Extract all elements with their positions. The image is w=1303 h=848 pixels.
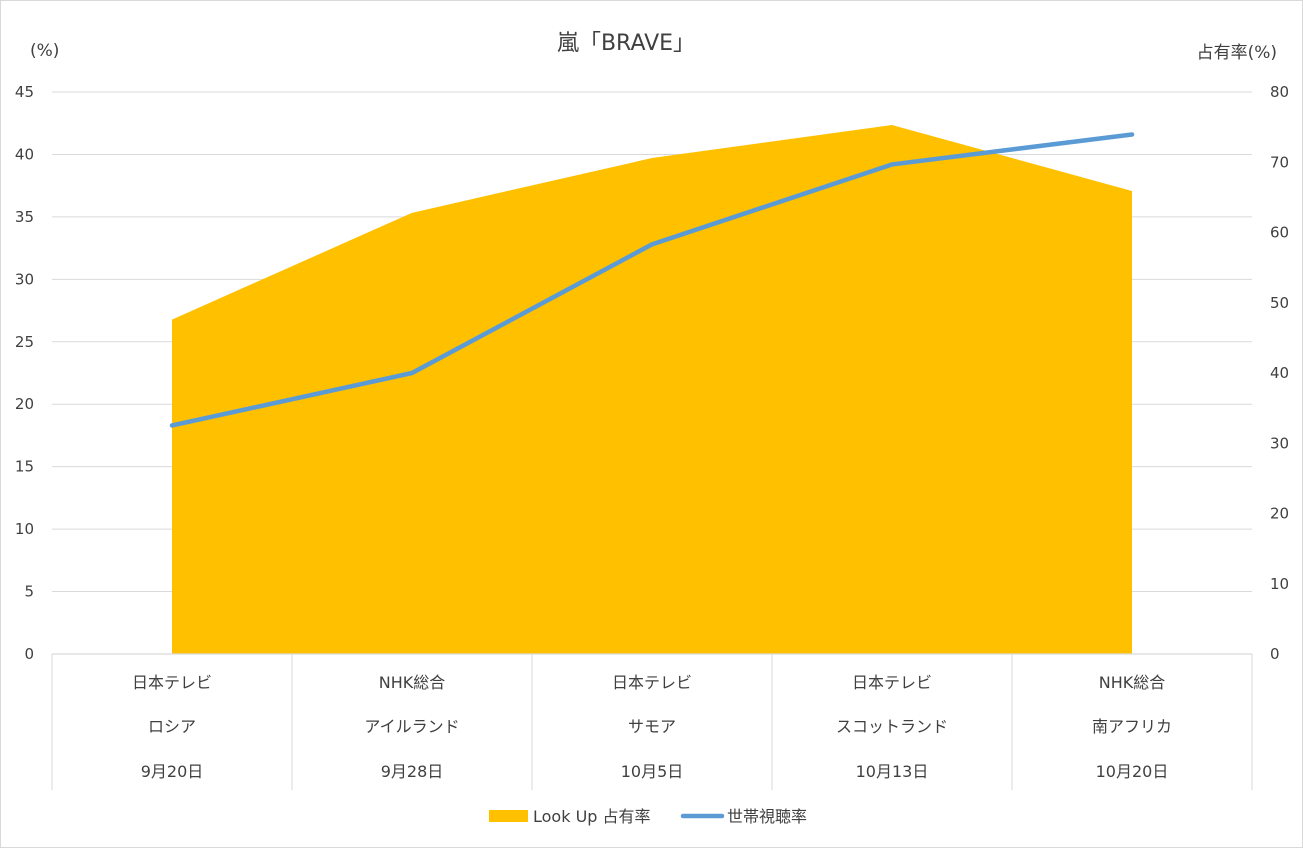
- left-tick-label: 0: [24, 645, 34, 663]
- left-axis-ticks: 0 5 10 15 20 25 30 35 40 45: [15, 83, 34, 663]
- category-label-date: 9月20日: [141, 762, 204, 781]
- right-tick-label: 30: [1270, 434, 1289, 452]
- category-label-opponent: スコットランド: [836, 717, 948, 736]
- left-tick-label: 35: [15, 208, 34, 226]
- right-tick-label: 10: [1270, 575, 1289, 593]
- legend-swatch-area: [489, 810, 528, 822]
- legend-label-line: 世帯視聴率: [727, 807, 807, 826]
- left-tick-label: 15: [15, 458, 34, 476]
- category-label-network: 日本テレビ: [132, 673, 212, 692]
- left-tick-label: 30: [15, 270, 34, 288]
- chart-title: 嵐「BRAVE」: [557, 31, 695, 56]
- legend-label-area: Look Up 占有率: [533, 807, 651, 826]
- left-tick-label: 5: [24, 583, 34, 601]
- legend: Look Up 占有率 世帯視聴率: [489, 807, 807, 826]
- category-label-date: 9月28日: [381, 762, 444, 781]
- left-tick-label: 20: [15, 395, 34, 413]
- left-tick-label: 45: [15, 83, 34, 101]
- category-label-opponent: ロシア: [148, 717, 196, 736]
- category-label-opponent: 南アフリカ: [1092, 717, 1172, 736]
- category-label-date: 10月5日: [621, 762, 684, 781]
- right-axis-unit: 占有率(%): [1197, 43, 1277, 63]
- category-label-network: NHK総合: [379, 673, 446, 692]
- category-label-network: 日本テレビ: [612, 673, 692, 692]
- category-label-network: 日本テレビ: [852, 673, 932, 692]
- right-tick-label: 70: [1270, 153, 1289, 171]
- right-tick-label: 60: [1270, 224, 1289, 242]
- category-label-date: 10月20日: [1096, 762, 1169, 781]
- category-label-opponent: サモア: [628, 717, 676, 736]
- category-label-network: NHK総合: [1099, 673, 1166, 692]
- right-tick-label: 0: [1270, 645, 1280, 663]
- right-axis-ticks: 0 10 20 30 40 50 60 70 80: [1270, 83, 1289, 663]
- left-axis-unit: (%): [30, 41, 59, 61]
- area-series-lookup-share: [172, 125, 1132, 654]
- category-label-date: 10月13日: [856, 762, 929, 781]
- right-tick-label: 40: [1270, 364, 1289, 382]
- right-tick-label: 80: [1270, 83, 1289, 101]
- category-label-opponent: アイルランド: [364, 717, 459, 736]
- right-tick-label: 50: [1270, 294, 1289, 312]
- left-tick-label: 10: [15, 520, 34, 538]
- right-tick-label: 20: [1270, 505, 1289, 523]
- line-series-layer: [169, 132, 1135, 428]
- left-tick-label: 40: [15, 145, 34, 163]
- area-series-layer: [171, 124, 1133, 654]
- left-tick-label: 25: [15, 333, 34, 351]
